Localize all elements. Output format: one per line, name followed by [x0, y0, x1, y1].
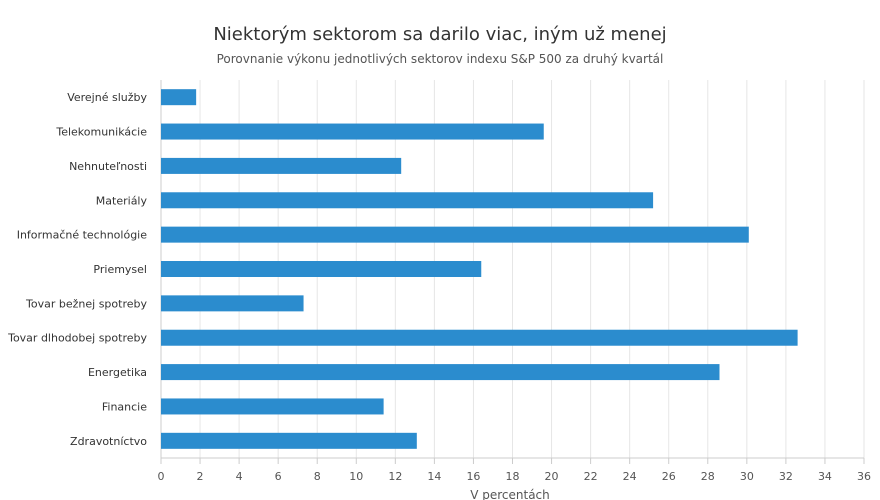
- category-label: Telekomunikácie: [55, 126, 147, 139]
- x-tick-label: 20: [545, 470, 559, 483]
- x-tick-label: 24: [623, 470, 637, 483]
- x-tick-label: 10: [349, 470, 363, 483]
- bar[interactable]: [161, 398, 384, 415]
- bar[interactable]: [161, 157, 402, 174]
- bars: [161, 89, 798, 449]
- category-label: Financie: [102, 400, 147, 413]
- bar[interactable]: [161, 261, 482, 277]
- category-labels: Verejné služby Telekomunikácie Nehnuteľnos…: [7, 91, 147, 448]
- x-tick-label: 32: [779, 470, 793, 483]
- chart-title: Niektorým sektorom sa darilo viac, iným …: [213, 24, 667, 45]
- category-label: Tovar dlhodobej spotreby: [7, 332, 147, 345]
- bar[interactable]: [161, 192, 654, 209]
- x-tick-label: 16: [466, 470, 480, 483]
- x-axis-title: V percentách: [470, 488, 550, 500]
- bar[interactable]: [161, 329, 798, 346]
- category-label: Nehnuteľnosti: [69, 160, 147, 173]
- x-tick-label: 14: [427, 470, 441, 483]
- category-label: Zdravotníctvo: [70, 435, 147, 448]
- bar[interactable]: [161, 123, 544, 140]
- bar[interactable]: [161, 295, 304, 312]
- category-label: Materiály: [96, 194, 148, 207]
- chart-subtitle: Porovnanie výkonu jednotlivých sektorov …: [216, 52, 664, 66]
- x-tick-label: 26: [662, 470, 676, 483]
- x-axis-ticks: 0 2 4 6 8 10 12 14 16 18 20 22 24 26 28 30 32 34 36: [158, 458, 871, 483]
- x-tick-label: 36: [857, 470, 871, 483]
- bar[interactable]: [161, 89, 197, 106]
- category-label: Energetika: [88, 366, 147, 379]
- x-tick-label: 12: [388, 470, 402, 483]
- x-tick-label: 2: [197, 470, 204, 483]
- category-label: Priemysel: [93, 263, 147, 276]
- category-label: Verejné služby: [67, 91, 147, 104]
- x-tick-label: 30: [740, 470, 754, 483]
- x-tick-label: 4: [236, 470, 243, 483]
- x-tick-label: 34: [818, 470, 832, 483]
- x-tick-label: 8: [314, 470, 321, 483]
- x-tick-label: 18: [506, 470, 520, 483]
- x-tick-label: 22: [584, 470, 598, 483]
- category-label: Informačné technológie: [17, 229, 148, 242]
- bar[interactable]: [161, 432, 417, 449]
- bar[interactable]: [161, 364, 720, 381]
- category-label: Tovar bežnej spotreby: [25, 297, 147, 310]
- bar[interactable]: [161, 226, 749, 243]
- x-tick-label: 0: [158, 470, 165, 483]
- x-tick-label: 6: [275, 470, 282, 483]
- x-tick-label: 28: [701, 470, 715, 483]
